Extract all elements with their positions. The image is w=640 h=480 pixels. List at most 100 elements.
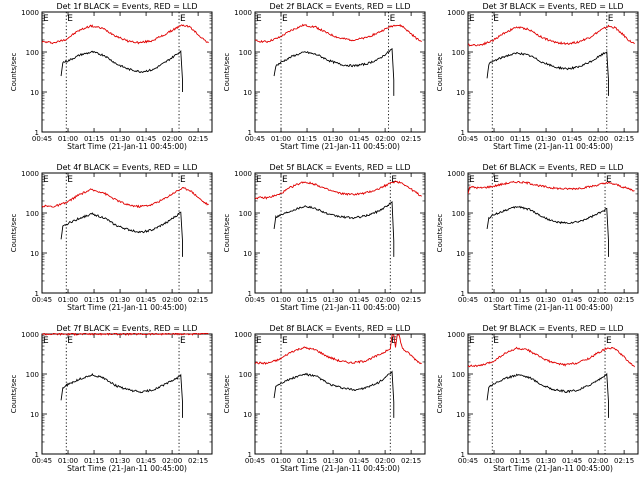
y-tick-label: 10 (30, 411, 39, 419)
y-tick-label: 10 (30, 89, 39, 97)
y-tick-label: 10 (456, 411, 465, 419)
y-axis-label: Counts/sec (10, 214, 18, 253)
corner-marker-letter: E (469, 336, 475, 346)
y-axis-label: Counts/sec (436, 375, 444, 414)
x-tick-label: 01:45 (562, 296, 582, 304)
y-tick-label: 1000 (447, 170, 465, 178)
x-tick-label: 01:00 (271, 457, 291, 465)
x-tick-label: 01:30 (110, 457, 130, 465)
x-tick-label: 01:45 (349, 135, 369, 143)
y-axis-label: Counts/sec (436, 53, 444, 92)
x-tick-label: 01:45 (136, 296, 156, 304)
x-tick-label: 02:15 (188, 135, 208, 143)
y-tick-label: 100 (452, 371, 465, 379)
y-tick-label: 1 (248, 451, 252, 459)
x-tick-label: 01:00 (58, 135, 78, 143)
x-tick-label: 01:00 (484, 296, 504, 304)
y-tick-label: 100 (239, 49, 252, 57)
corner-marker-letter: E (256, 175, 262, 185)
x-axis-label: Start Time (21-Jan-11 00:45:00) (493, 142, 613, 151)
panel-title: Det 3f BLACK = Events, RED = LLD (482, 2, 623, 11)
x-tick-label: 01:00 (271, 296, 291, 304)
corner-marker-letter: E (256, 336, 262, 346)
x-tick-label: 00:45 (245, 457, 265, 465)
x-tick-label: 00:45 (32, 457, 52, 465)
x-tick-label: 01:15 (510, 135, 530, 143)
marker-letter: E (390, 14, 396, 24)
marker-letter: E (282, 175, 288, 185)
y-tick-label: 10 (456, 89, 465, 97)
marker-letter: E (282, 14, 288, 24)
x-tick-label: 02:15 (401, 135, 421, 143)
panel-title: Det 7f BLACK = Events, RED = LLD (56, 324, 197, 333)
marker-letter: E (606, 336, 612, 346)
y-tick-label: 100 (452, 49, 465, 57)
x-tick-label: 01:45 (562, 457, 582, 465)
y-axis-label: Counts/sec (10, 53, 18, 92)
x-axis-label: Start Time (21-Jan-11 00:45:00) (493, 464, 613, 473)
x-tick-label: 01:15 (84, 296, 104, 304)
x-tick-label: 00:45 (245, 296, 265, 304)
plot-frame (467, 11, 639, 133)
x-tick-label: 01:15 (510, 457, 530, 465)
y-tick-label: 100 (26, 210, 39, 218)
lld-series-line (468, 346, 635, 368)
x-tick-label: 01:30 (323, 457, 343, 465)
events-series-line (486, 205, 609, 257)
x-tick-label: 01:45 (349, 296, 369, 304)
y-tick-label: 1 (35, 451, 39, 459)
x-tick-label: 02:00 (162, 296, 182, 304)
corner-marker-letter: E (43, 336, 49, 346)
y-tick-label: 1 (248, 129, 252, 137)
x-axis-label: Start Time (21-Jan-11 00:45:00) (493, 303, 613, 312)
marker-letter: E (180, 14, 186, 24)
events-series-line (273, 48, 395, 96)
x-tick-label: 02:00 (375, 457, 395, 465)
x-tick-label: 00:45 (458, 296, 478, 304)
marker-letter: E (180, 336, 186, 346)
corner-marker-letter: E (43, 14, 49, 24)
marker-letter: E (282, 336, 288, 346)
y-axis-label: Counts/sec (223, 375, 231, 414)
x-axis-label: Start Time (21-Jan-11 00:45:00) (280, 303, 400, 312)
x-tick-label: 02:15 (188, 457, 208, 465)
lld-series-line (255, 334, 422, 365)
plot-frame (41, 172, 213, 294)
y-tick-label: 1000 (21, 331, 39, 339)
x-tick-label: 01:30 (323, 135, 343, 143)
y-axis-label: Counts/sec (223, 214, 231, 253)
x-tick-label: 01:15 (297, 296, 317, 304)
events-series-line (273, 370, 395, 418)
x-tick-label: 02:00 (162, 457, 182, 465)
panel-title: Det 9f BLACK = Events, RED = LLD (482, 324, 623, 333)
marker-letter: E (180, 175, 186, 185)
x-tick-label: 01:30 (536, 135, 556, 143)
corner-marker-letter: E (256, 14, 262, 24)
marker-letter: E (67, 175, 73, 185)
y-tick-label: 1000 (447, 9, 465, 17)
x-tick-label: 01:45 (349, 457, 369, 465)
x-tick-label: 02:00 (162, 135, 182, 143)
x-tick-label: 01:45 (136, 457, 156, 465)
panel-title: Det 1f BLACK = Events, RED = LLD (56, 2, 197, 11)
events-series-line (60, 211, 183, 257)
corner-marker-letter: E (43, 175, 49, 185)
x-tick-label: 02:15 (614, 296, 634, 304)
plot-frame (41, 333, 213, 455)
y-tick-label: 10 (30, 250, 39, 258)
x-tick-label: 02:00 (375, 135, 395, 143)
plot-frame (254, 172, 426, 294)
y-tick-label: 1000 (21, 9, 39, 17)
y-tick-label: 1000 (234, 9, 252, 17)
x-axis-label: Start Time (21-Jan-11 00:45:00) (280, 142, 400, 151)
y-tick-label: 1 (461, 451, 465, 459)
x-tick-label: 01:00 (484, 135, 504, 143)
x-tick-label: 02:00 (588, 296, 608, 304)
panel-title: Det 2f BLACK = Events, RED = LLD (269, 2, 410, 11)
y-tick-label: 1 (35, 129, 39, 137)
marker-letter: E (391, 175, 397, 185)
x-tick-label: 00:45 (32, 296, 52, 304)
y-tick-label: 10 (456, 250, 465, 258)
plot-frame (254, 333, 426, 455)
